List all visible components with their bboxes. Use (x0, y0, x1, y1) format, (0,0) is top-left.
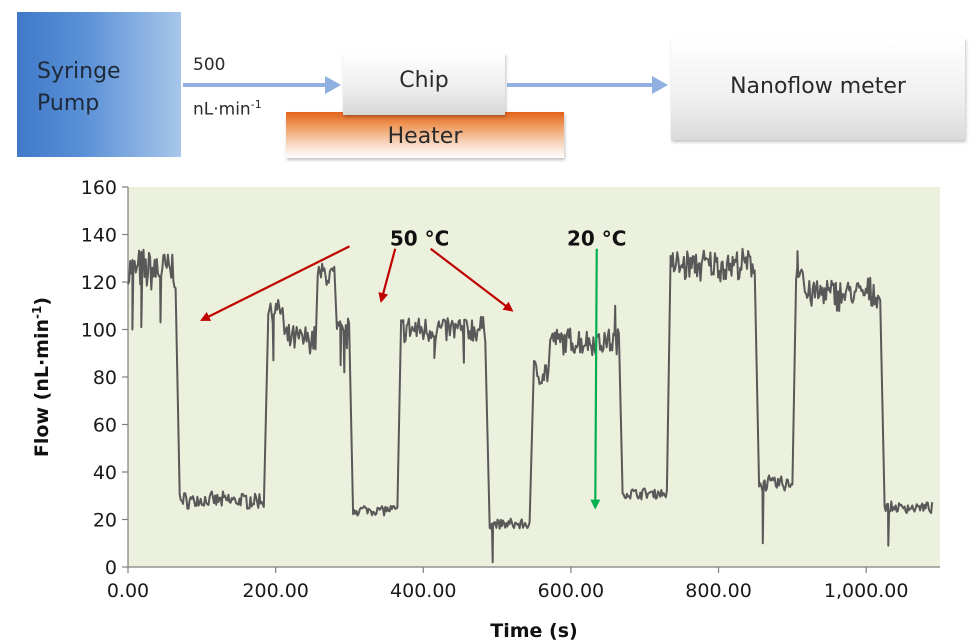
annotation-arrow (378, 248, 397, 303)
x-tick-label: 400.00 (390, 580, 456, 602)
y-tick-label: 60 (93, 415, 117, 437)
temperature-annotations: 50 °C 20 °C (200, 227, 626, 510)
flow-rate-unit: nL·min-1 (193, 98, 262, 120)
annotation-arrow (590, 248, 601, 510)
chip-to-meter-arrowhead (652, 76, 668, 94)
y-tick-label: 140 (81, 225, 117, 247)
syringe-pump-label: Syringe Pump (37, 56, 121, 120)
y-tick-label: 80 (93, 367, 117, 389)
annotation-arrow (200, 245, 350, 321)
annotation-arrow (429, 247, 514, 312)
chip-box: Chip (343, 53, 505, 115)
y-tick-label: 120 (81, 272, 117, 294)
y-tick-label: 0 (105, 557, 117, 579)
annotation-label: 50 °C (390, 227, 449, 251)
tick-labels: 0 20 40 60 80 100 120 140 160 0.00 200.00 400.00 600… (81, 177, 909, 602)
x-tick-label: 600.00 (538, 580, 604, 602)
chip-label: Chip (399, 68, 449, 93)
x-axis-title: Time (s) (490, 620, 577, 642)
x-axis-ticks (127, 567, 867, 573)
x-tick-label: 0.00 (107, 580, 149, 602)
y-tick-label: 20 (93, 510, 117, 532)
y-tick-label: 40 (93, 462, 117, 484)
syringe-pump-box: Syringe Pump (17, 12, 181, 157)
y-axis-ticks (122, 186, 128, 568)
flow-rate-value: 500 (193, 55, 226, 75)
pump-label-line1: Syringe (37, 59, 121, 84)
flow-series-line (127, 247, 934, 564)
y-tick-label: 160 (81, 177, 117, 199)
heater-label: Heater (387, 124, 463, 149)
nanoflow-meter-label: Nanoflow meter (730, 74, 906, 99)
nanoflow-meter-box: Nanoflow meter (671, 38, 965, 140)
x-tick-label: 1,000.00 (824, 580, 909, 602)
heater-box: Heater (286, 112, 564, 158)
x-tick-label: 200.00 (242, 580, 308, 602)
y-tick-label: 100 (81, 320, 117, 342)
pump-label-line2: Pump (37, 91, 100, 116)
pump-to-chip-arrowhead (325, 76, 341, 94)
annotation-label: 20 °C (567, 227, 626, 251)
y-axis-title: Flow (nL·min-1) (30, 297, 53, 457)
x-tick-label: 800.00 (685, 580, 751, 602)
